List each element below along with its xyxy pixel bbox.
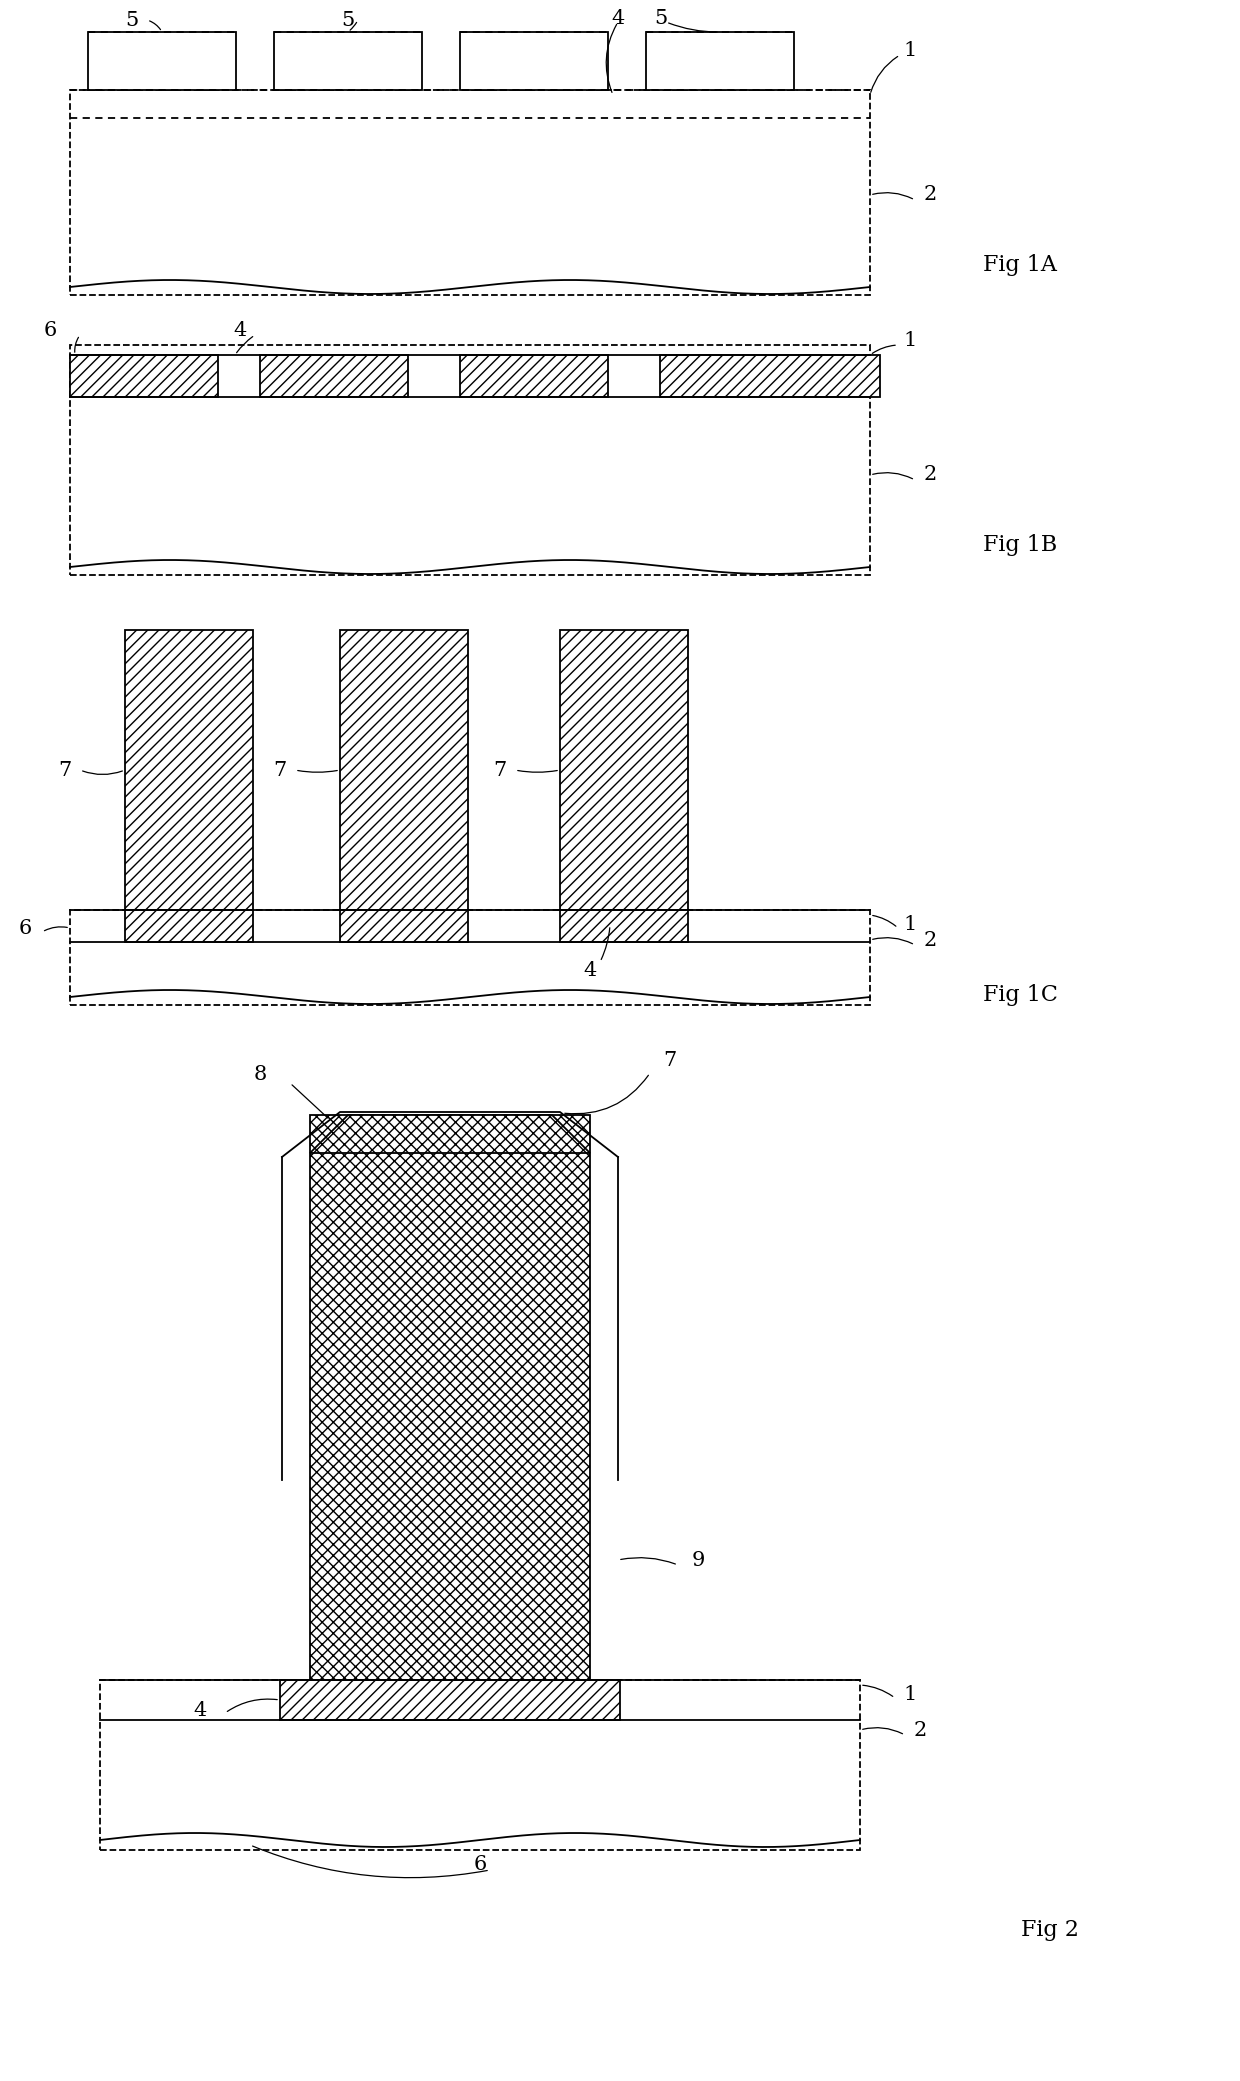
Bar: [100, 1679, 861, 1850]
Text: 9: 9: [692, 1550, 704, 1569]
Text: 4: 4: [233, 320, 247, 339]
Text: Fig 2: Fig 2: [1021, 1919, 1079, 1942]
Text: 7: 7: [663, 1051, 677, 1070]
Text: 4: 4: [611, 8, 625, 27]
Text: 2: 2: [924, 930, 936, 949]
Bar: [274, 31, 422, 89]
Bar: [280, 1679, 620, 1721]
Bar: [260, 356, 408, 397]
Bar: [560, 631, 688, 909]
Text: 7: 7: [494, 760, 507, 780]
Text: 6: 6: [43, 320, 57, 339]
Text: Fig 1C: Fig 1C: [982, 984, 1058, 1005]
Bar: [340, 909, 467, 943]
Text: 5: 5: [125, 10, 139, 29]
Bar: [310, 1115, 590, 1679]
Bar: [69, 909, 870, 1005]
Bar: [88, 31, 236, 89]
Text: 8: 8: [253, 1065, 267, 1084]
Text: 1: 1: [903, 916, 916, 934]
Bar: [560, 909, 688, 943]
Text: 4: 4: [583, 961, 596, 980]
Text: 6: 6: [474, 1856, 486, 1875]
Text: 7: 7: [273, 760, 286, 780]
Bar: [69, 89, 870, 296]
Bar: [125, 631, 253, 909]
Polygon shape: [310, 1115, 590, 1153]
Text: 6: 6: [19, 918, 32, 939]
Bar: [69, 345, 870, 574]
Text: 4: 4: [193, 1700, 207, 1719]
Text: 1: 1: [903, 331, 916, 350]
Text: 1: 1: [903, 1686, 916, 1704]
Text: 5: 5: [655, 8, 667, 27]
Text: 5: 5: [341, 10, 355, 29]
Text: 2: 2: [914, 1721, 926, 1740]
Text: 1: 1: [903, 40, 916, 60]
Text: 7: 7: [58, 760, 72, 780]
Bar: [660, 356, 880, 397]
Bar: [340, 631, 467, 909]
Text: Fig 1A: Fig 1A: [983, 254, 1056, 277]
Bar: [646, 31, 794, 89]
Bar: [125, 909, 253, 943]
Bar: [460, 31, 608, 89]
Bar: [69, 356, 218, 397]
Bar: [460, 356, 608, 397]
Text: 2: 2: [924, 466, 936, 485]
Text: 2: 2: [924, 185, 936, 204]
Text: Fig 1B: Fig 1B: [983, 535, 1058, 556]
